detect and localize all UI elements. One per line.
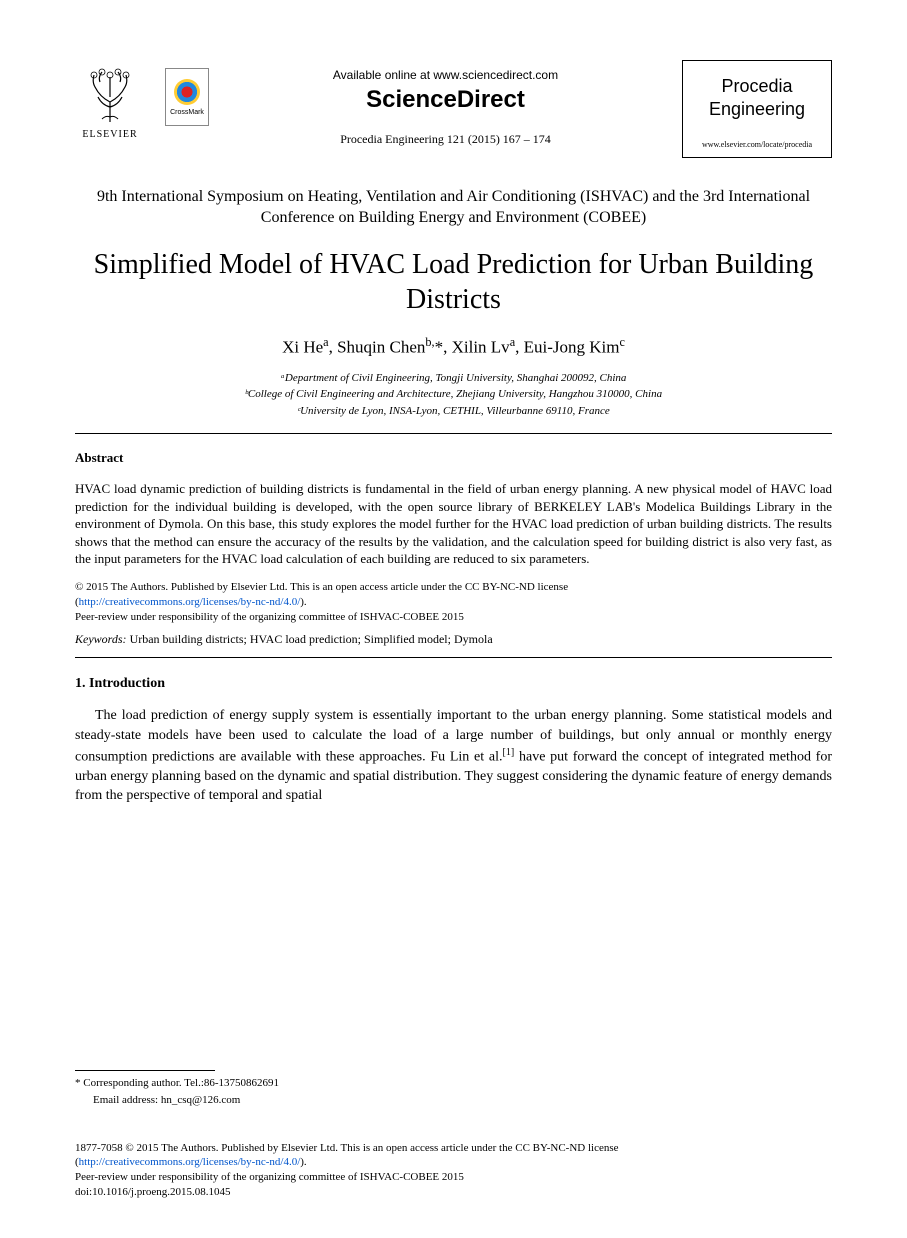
license-block: © 2015 The Authors. Published by Elsevie… — [75, 580, 832, 625]
article-title: Simplified Model of HVAC Load Prediction… — [75, 247, 832, 317]
corresponding-author: * Corresponding author. Tel.:86-13750862… — [75, 1070, 279, 1108]
keywords-text: Urban building districts; HVAC load pred… — [127, 632, 493, 646]
crossmark-label: CrossMark — [170, 109, 204, 116]
corresponding-line2: Email address: hn_csq@126.com — [75, 1092, 279, 1109]
journal-name-line2: Engineering — [709, 99, 805, 119]
license-line2: Peer-review under responsibility of the … — [75, 611, 464, 623]
footer-license-link[interactable]: http://creativecommons.org/licenses/by-n… — [79, 1156, 301, 1168]
footer-line1: 1877-7058 © 2015 The Authors. Published … — [75, 1142, 619, 1154]
journal-name: Procedia Engineering — [691, 75, 823, 122]
affiliation-a: ᵃDepartment of Civil Engineering, Tongji… — [75, 370, 832, 387]
publisher-logos: ELSEVIER CrossMark — [75, 60, 209, 140]
available-online-text: Available online at www.sciencedirect.co… — [209, 68, 682, 82]
affiliations: ᵃDepartment of Civil Engineering, Tongji… — [75, 370, 832, 420]
elsevier-logo: ELSEVIER — [75, 60, 145, 140]
keywords-label: Keywords: — [75, 632, 127, 646]
journal-name-line1: Procedia — [721, 76, 792, 96]
corresponding-line1: * Corresponding author. Tel.:86-13750862… — [75, 1075, 279, 1092]
license-link[interactable]: http://creativecommons.org/licenses/by-n… — [79, 596, 301, 608]
citation-text: Procedia Engineering 121 (2015) 167 – 17… — [209, 132, 682, 147]
sciencedirect-logo: ScienceDirect — [209, 86, 682, 114]
header: ELSEVIER CrossMark Available online at w… — [75, 60, 832, 158]
footer-line2: Peer-review under responsibility of the … — [75, 1171, 464, 1183]
footer-doi: doi:10.1016/j.proeng.2015.08.1045 — [75, 1186, 231, 1198]
affiliation-b: ᵇCollege of Civil Engineering and Archit… — [75, 386, 832, 403]
section-1-heading: 1. Introduction — [75, 676, 832, 692]
footer: 1877-7058 © 2015 The Authors. Published … — [75, 1141, 832, 1200]
elsevier-tree-icon — [80, 67, 140, 127]
keywords: Keywords: Urban building districts; HVAC… — [75, 632, 832, 647]
elsevier-label: ELSEVIER — [82, 129, 137, 140]
header-center: Available online at www.sciencedirect.co… — [209, 60, 682, 147]
journal-box: Procedia Engineering www.elsevier.com/lo… — [682, 60, 832, 158]
affiliation-c: ᶜUniversity de Lyon, INSA-Lyon, CETHIL, … — [75, 403, 832, 420]
abstract-heading: Abstract — [75, 450, 832, 466]
authors: Xi Hea, Shuqin Chenb,*, Xilin Lva, Eui-J… — [75, 335, 832, 358]
crossmark-badge[interactable]: CrossMark — [165, 68, 209, 126]
corresponding-rule — [75, 1070, 215, 1071]
conference-title: 9th International Symposium on Heating, … — [75, 186, 832, 229]
separator-rule — [75, 433, 832, 434]
license-line1: © 2015 The Authors. Published by Elsevie… — [75, 581, 568, 593]
separator-rule-2 — [75, 657, 832, 658]
abstract-body: HVAC load dynamic prediction of building… — [75, 480, 832, 568]
crossmark-icon — [174, 79, 200, 105]
section-1-body: The load prediction of energy supply sys… — [75, 706, 832, 806]
journal-url: www.elsevier.com/locate/procedia — [691, 140, 823, 149]
